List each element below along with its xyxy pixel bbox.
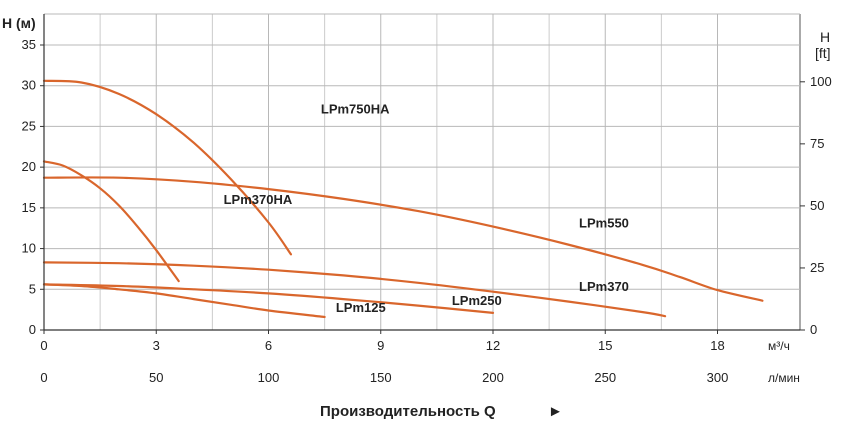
x-tick-label-lmin: 300 [707, 370, 729, 385]
y-tick-label: 0 [29, 322, 36, 337]
y-tick-label: 5 [29, 281, 36, 296]
y-right-tick-label: 25 [810, 260, 824, 275]
x-tick-label-m3h: 6 [265, 338, 272, 353]
y-tick-label: 15 [22, 200, 36, 215]
y-axis-title-left: H (м) [2, 15, 36, 31]
x-tick-label-m3h: 0 [40, 338, 47, 353]
curve-lpm550 [42, 176, 764, 302]
curve-lpm370 [42, 261, 667, 318]
y-tick-label: 25 [22, 118, 36, 133]
curve-lpm370ha [42, 160, 180, 283]
y-right-tick-label: 0 [810, 322, 817, 337]
grid [43, 13, 801, 331]
series-label-lpm370ha: LPm370HA [224, 192, 293, 207]
curve-lpm750ha [42, 79, 292, 256]
x-axis-unit-lmin: л/мин [768, 371, 800, 385]
x-tick-label-lmin: 200 [482, 370, 504, 385]
curve-lpm125 [42, 283, 326, 319]
series-labels: LPm750HA LPm370HA LPm550 LPm370 LPm250 LPm125 [224, 101, 629, 315]
y-axis-title-right: H [820, 29, 830, 45]
axes: 0 5 10 15 20 25 30 35 0 25 50 75 100 0 3 6 9 12 15 18 0 50 100… [22, 14, 832, 385]
x-axis-arrow-icon: ► [548, 403, 563, 420]
x-tick-label-lmin: 50 [149, 370, 163, 385]
y-tick-label: 30 [22, 78, 36, 93]
series-label-lpm125: LPm125 [336, 300, 386, 315]
x-tick-label-lmin: 0 [40, 370, 47, 385]
series-label-lpm550: LPm550 [579, 215, 629, 230]
x-tick-label-m3h: 18 [710, 338, 724, 353]
y-tick-label: 35 [22, 37, 36, 52]
x-tick-label-m3h: 12 [486, 338, 500, 353]
x-tick-label-m3h: 15 [598, 338, 612, 353]
series-label-lpm750ha: LPm750HA [321, 101, 390, 116]
x-tick-label-lmin: 250 [594, 370, 616, 385]
y-right-tick-label: 50 [810, 198, 824, 213]
x-tick-label-lmin: 100 [258, 370, 280, 385]
series-label-lpm250: LPm250 [452, 293, 502, 308]
series-label-lpm370: LPm370 [579, 279, 629, 294]
y-right-tick-label: 75 [810, 136, 824, 151]
x-tick-label-m3h: 9 [377, 338, 384, 353]
x-tick-label-m3h: 3 [153, 338, 160, 353]
y-tick-label: 20 [22, 159, 36, 174]
x-tick-label-lmin: 150 [370, 370, 392, 385]
x-axis-title: Производительность Q [320, 403, 496, 420]
x-axis-unit-m3h: м³/ч [768, 339, 790, 353]
y-tick-label: 10 [22, 241, 36, 256]
y-axis-unit-right: [ft] [815, 45, 831, 61]
y-right-tick-label: 100 [810, 74, 832, 89]
pump-curves [42, 79, 764, 319]
curve-lpm250 [42, 283, 495, 314]
